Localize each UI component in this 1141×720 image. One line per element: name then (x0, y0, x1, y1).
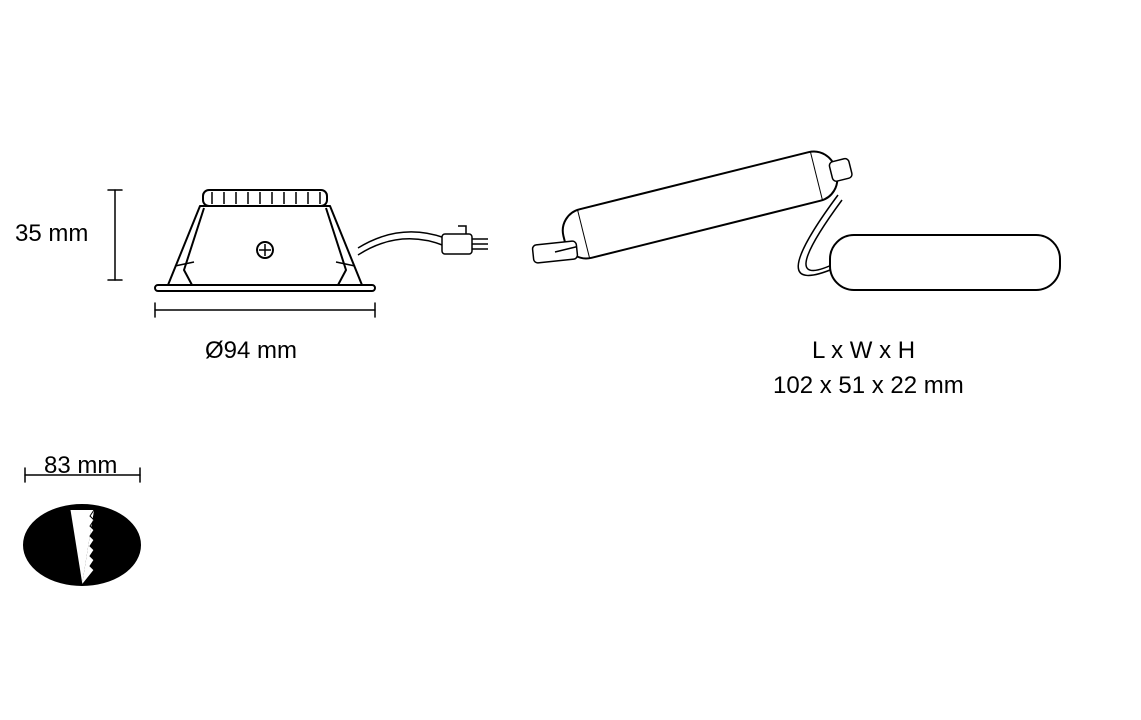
led-driver (830, 235, 1060, 290)
cutout-hole-icon (24, 505, 140, 585)
cutout-dimension-bracket (25, 468, 140, 482)
technical-diagram (0, 0, 1141, 720)
fixture-cable (358, 232, 445, 255)
height-dimension-bracket (108, 190, 122, 280)
diameter-dimension-bracket (155, 303, 375, 317)
connector-plug-2 (532, 241, 578, 264)
downlight-side-profile (155, 190, 375, 291)
connector-plug-1 (442, 226, 488, 254)
